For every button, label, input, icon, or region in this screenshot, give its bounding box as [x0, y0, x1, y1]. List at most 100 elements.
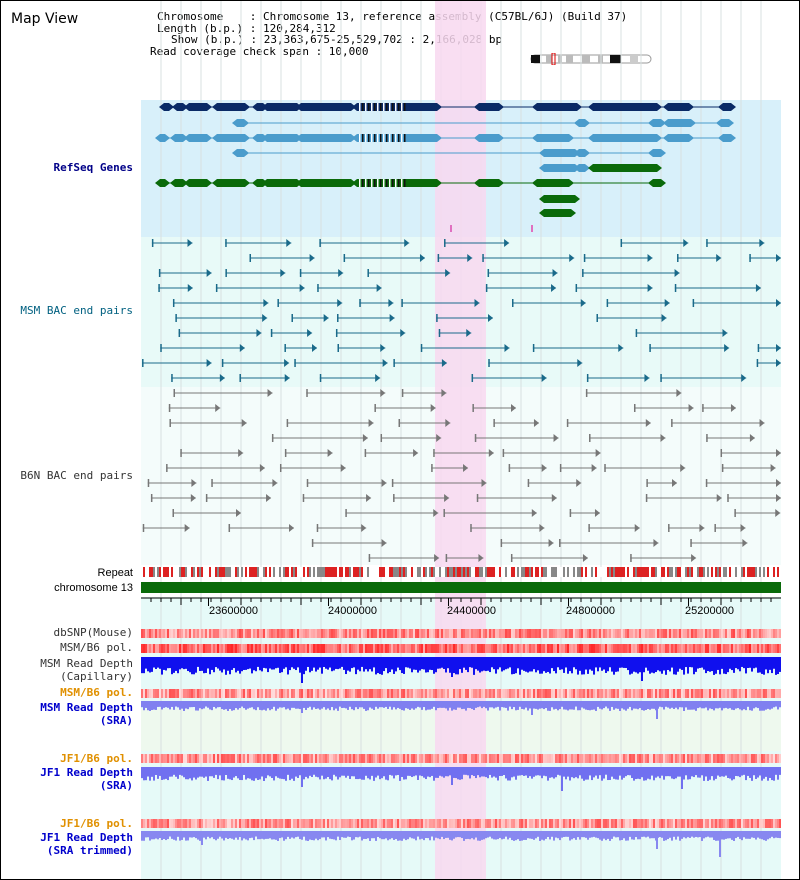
axis-tick-label: 23600000 [209, 605, 258, 617]
depth-bar [699, 657, 701, 668]
depth-bar [413, 831, 415, 839]
heat-cell [659, 819, 661, 828]
bac-end-arrow [478, 554, 484, 562]
heat-cell [531, 754, 533, 763]
heat-cell [657, 644, 659, 653]
heat-cell [543, 819, 545, 828]
depth-bar [623, 657, 625, 668]
heat-cell [657, 819, 659, 828]
depth-bar [579, 657, 581, 671]
heat-cell [401, 754, 403, 763]
depth-bar [149, 701, 151, 711]
depth-bar [545, 657, 547, 673]
repeat-mark [511, 567, 513, 577]
heat-cell [687, 819, 689, 828]
bac-end-arrow [776, 449, 781, 457]
heat-cell [207, 754, 209, 763]
repeat-mark [171, 567, 173, 577]
repeat-mark [525, 567, 527, 577]
heat-cell [491, 689, 493, 698]
heat-cell [253, 689, 255, 698]
heat-cell [265, 689, 267, 698]
heat-cell [271, 819, 273, 828]
depth-bar [739, 701, 741, 710]
depth-bar [303, 831, 305, 837]
depth-bar [769, 831, 771, 839]
heat-cell [199, 754, 201, 763]
bac-end [431, 464, 433, 472]
depth-bar [721, 657, 723, 669]
heat-cell [209, 754, 211, 763]
heat-cell [281, 644, 283, 653]
depth-bar [193, 767, 195, 778]
depth-bar [147, 701, 149, 711]
depth-bar [643, 831, 645, 837]
heat-cell [489, 629, 491, 638]
depth-bar [401, 701, 403, 711]
bac-end-arrow [742, 539, 748, 547]
depth-bar [517, 657, 519, 669]
bac-end [319, 239, 321, 247]
depth-bar [671, 657, 673, 668]
depth-bar [535, 657, 537, 673]
depth-bar [389, 767, 391, 775]
heat-cell [759, 644, 761, 653]
heat-cell [675, 629, 677, 638]
heat-cell [289, 689, 291, 698]
heat-cell [737, 644, 739, 653]
heat-cell [537, 819, 539, 828]
bac-end [727, 494, 729, 502]
heat-cell [145, 689, 147, 698]
depth-bar [777, 767, 779, 780]
depth-bar [399, 831, 401, 841]
repeat-mark [223, 567, 225, 577]
depth-bar [695, 831, 697, 837]
heat-cell [145, 629, 147, 638]
heat-cell [671, 689, 673, 698]
depth-bar [221, 657, 223, 673]
bac-end [158, 269, 161, 277]
depth-bar [531, 767, 533, 779]
heat-cell [183, 644, 185, 653]
heat-cell [163, 644, 165, 653]
depth-bar [571, 701, 573, 710]
heat-cell [501, 629, 503, 638]
depth-bar [273, 701, 275, 707]
heat-cell [539, 754, 541, 763]
heat-cell [507, 754, 509, 763]
depth-bar [623, 767, 625, 778]
gene-exon [217, 103, 245, 111]
heat-cell [147, 629, 149, 638]
depth-bar [619, 701, 621, 711]
heat-cell [205, 819, 207, 828]
heat-cell [549, 689, 551, 698]
exon-tick [368, 134, 370, 142]
heat-cell [339, 644, 341, 653]
heat-cell [417, 629, 419, 638]
depth-bar [569, 767, 571, 781]
heat-cell [421, 629, 423, 638]
heat-cell [695, 754, 697, 763]
depth-bar [189, 657, 191, 673]
heat-cell [555, 644, 557, 653]
gene-exon [267, 134, 297, 142]
depth-bar [625, 767, 627, 777]
heat-cell [543, 754, 545, 763]
depth-bar [415, 767, 417, 776]
depth-bar [261, 701, 263, 711]
exon-tick [368, 179, 370, 187]
depth-bar [373, 831, 375, 839]
exon-tick [404, 134, 406, 142]
heat-cell [739, 754, 741, 763]
heat-cell [395, 754, 397, 763]
exon-tick [365, 179, 367, 187]
heat-cell [501, 754, 503, 763]
heat-cell [425, 819, 427, 828]
depth-bar [391, 701, 393, 710]
bac-end [277, 299, 279, 307]
repeat-mark [471, 567, 473, 577]
heat-cell [257, 629, 259, 638]
heat-cell [637, 819, 639, 828]
heat-cell [735, 689, 737, 698]
